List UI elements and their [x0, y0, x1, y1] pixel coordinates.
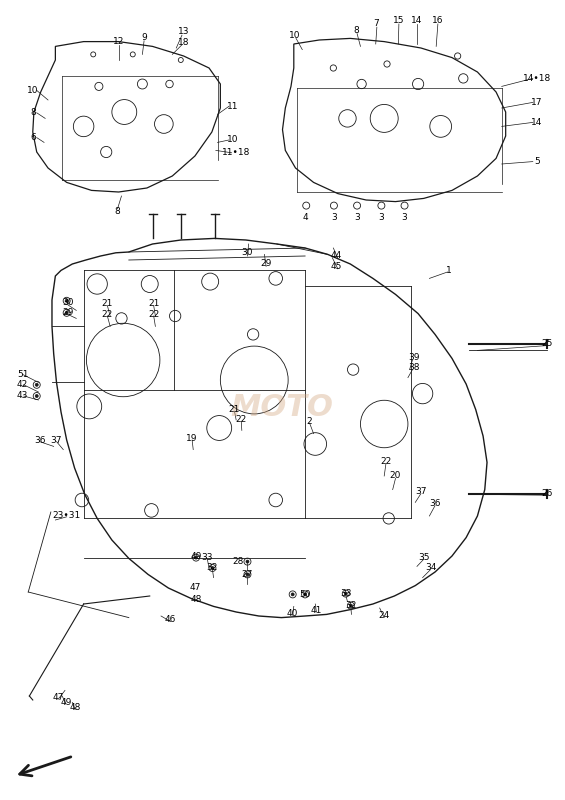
Text: 35: 35 [418, 553, 429, 562]
Text: 18: 18 [178, 38, 189, 47]
Text: 33: 33 [340, 589, 351, 598]
Circle shape [246, 573, 249, 576]
Text: 43: 43 [17, 391, 28, 401]
Text: 22: 22 [236, 415, 247, 425]
Circle shape [344, 592, 347, 595]
Text: 30: 30 [62, 298, 73, 307]
Text: 36: 36 [429, 499, 441, 509]
Text: 22: 22 [380, 457, 392, 466]
Text: 29: 29 [62, 308, 73, 318]
Text: 8: 8 [30, 108, 36, 118]
Text: 8: 8 [115, 207, 120, 217]
Text: 10: 10 [289, 30, 301, 40]
Text: 37: 37 [415, 487, 427, 497]
Text: 8: 8 [353, 26, 359, 35]
Text: 2: 2 [307, 417, 312, 426]
Text: 10: 10 [27, 86, 38, 95]
Text: 50: 50 [299, 590, 311, 599]
Text: 36: 36 [34, 435, 45, 445]
Text: 21: 21 [102, 299, 113, 309]
Text: 48: 48 [69, 703, 81, 713]
Text: 21: 21 [148, 299, 159, 309]
Text: 42: 42 [17, 380, 28, 390]
Text: 47: 47 [53, 693, 64, 702]
Text: 3: 3 [402, 213, 407, 222]
Text: 38: 38 [408, 363, 419, 373]
Text: 30: 30 [242, 248, 253, 258]
Text: 51: 51 [17, 370, 28, 379]
Text: 25: 25 [541, 339, 553, 349]
Text: 27: 27 [242, 570, 253, 579]
Text: 39: 39 [408, 353, 419, 362]
Text: 44: 44 [331, 251, 342, 261]
Text: 7: 7 [373, 19, 379, 29]
Text: 23•31: 23•31 [53, 510, 81, 520]
Text: 3: 3 [379, 213, 384, 222]
Text: 4: 4 [302, 213, 308, 222]
Circle shape [35, 383, 38, 386]
Text: 3: 3 [331, 213, 337, 222]
Text: 13: 13 [178, 27, 189, 37]
Circle shape [65, 311, 68, 314]
Text: 14: 14 [531, 118, 542, 127]
Circle shape [194, 556, 198, 559]
Text: 17: 17 [531, 98, 542, 107]
Text: 19: 19 [186, 434, 198, 443]
Text: MOTO: MOTO [230, 394, 333, 422]
Text: 11•18: 11•18 [222, 148, 250, 158]
Text: 46: 46 [165, 615, 176, 625]
Text: 48: 48 [191, 595, 202, 605]
Text: 22: 22 [148, 310, 159, 319]
Text: 15: 15 [393, 16, 404, 26]
Text: 22: 22 [102, 310, 113, 319]
Text: 14: 14 [411, 16, 423, 26]
Text: 10: 10 [227, 135, 238, 145]
Text: 32: 32 [345, 601, 357, 610]
Text: 49: 49 [190, 552, 202, 562]
Text: 29: 29 [260, 259, 272, 269]
Text: 5: 5 [534, 157, 540, 166]
Text: 1: 1 [446, 266, 452, 275]
Text: 24: 24 [379, 611, 390, 621]
Circle shape [35, 394, 38, 398]
Text: 47: 47 [189, 583, 201, 593]
Circle shape [291, 593, 294, 596]
Text: 21: 21 [229, 405, 240, 414]
Text: 33: 33 [202, 553, 213, 562]
Text: 45: 45 [331, 262, 342, 271]
Text: 41: 41 [311, 606, 322, 615]
Text: 6: 6 [30, 133, 36, 142]
Text: 14•18: 14•18 [523, 74, 551, 83]
Text: 12: 12 [113, 37, 124, 46]
Text: 20: 20 [390, 471, 401, 481]
Text: 40: 40 [287, 609, 298, 618]
Text: 32: 32 [207, 563, 218, 573]
Text: 3: 3 [354, 213, 360, 222]
Text: 28: 28 [233, 557, 244, 566]
Text: 16: 16 [432, 16, 444, 26]
Circle shape [246, 560, 249, 563]
Text: 34: 34 [425, 563, 436, 573]
Circle shape [349, 604, 353, 607]
Text: 9: 9 [141, 33, 147, 42]
Text: 11: 11 [227, 102, 238, 111]
Text: 49: 49 [60, 698, 72, 707]
Text: 26: 26 [541, 489, 553, 498]
Circle shape [211, 566, 214, 570]
Circle shape [65, 299, 68, 302]
Circle shape [303, 593, 307, 596]
Text: 37: 37 [51, 435, 62, 445]
